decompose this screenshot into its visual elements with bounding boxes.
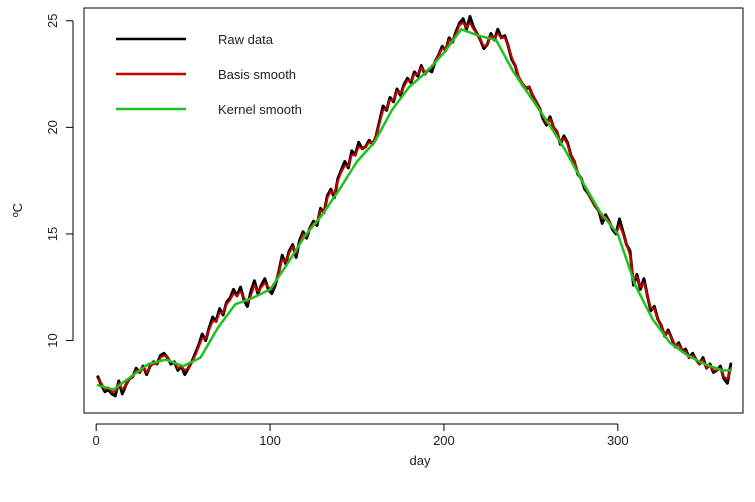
legend-label-raw-data: Raw data xyxy=(218,32,274,47)
series-line-basis-smooth xyxy=(96,21,732,393)
plot-frame xyxy=(83,7,744,414)
x-tick-label: 100 xyxy=(259,433,281,448)
legend: Raw data Basis smooth Kernel smooth xyxy=(116,32,302,117)
legend-label-kernel-smooth: Kernel smooth xyxy=(218,102,302,117)
x-axis: 0 100 200 300 xyxy=(93,423,629,448)
y-tick-label: 15 xyxy=(45,227,60,241)
x-tick-label: 200 xyxy=(433,433,455,448)
x-axis-label: day xyxy=(410,453,431,468)
legend-label-basis-smooth: Basis smooth xyxy=(218,67,296,82)
y-tick-label: 25 xyxy=(45,14,60,28)
series-layer xyxy=(96,15,733,398)
x-tick-label: 0 xyxy=(93,433,100,448)
x-tick-label: 300 xyxy=(607,433,629,448)
y-tick-label: 20 xyxy=(45,120,60,134)
y-axis: 10 15 20 25 xyxy=(45,14,74,348)
series-line-kernel-smooth xyxy=(96,28,733,391)
y-axis-label: ºC xyxy=(10,203,25,217)
y-tick-label: 10 xyxy=(45,333,60,347)
